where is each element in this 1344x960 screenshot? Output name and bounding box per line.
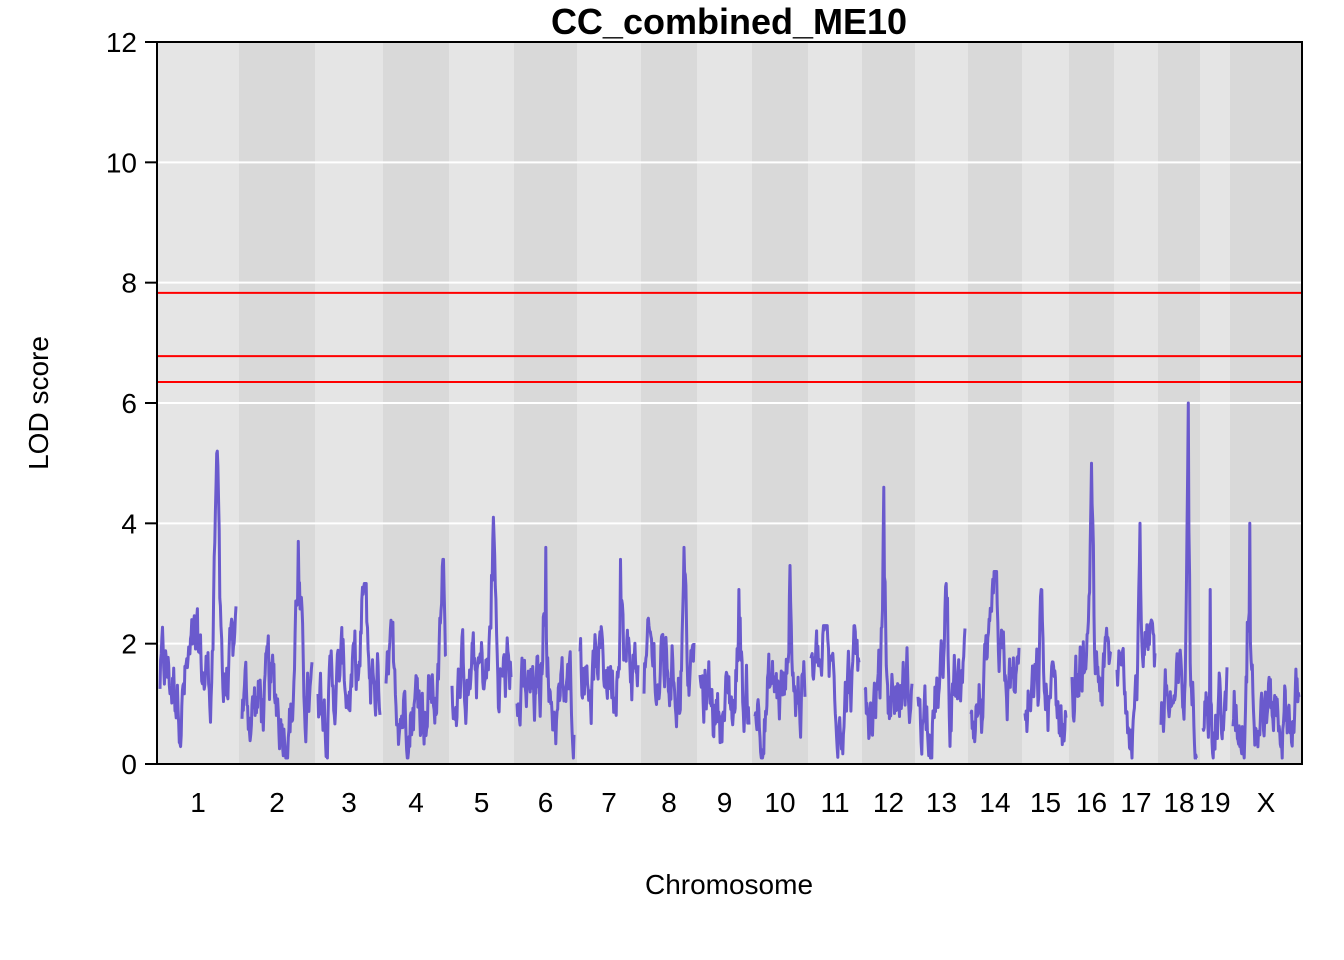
y-axis: 0 2 4 6 8 10 12 <box>106 27 157 780</box>
x-axis-label: Chromosome <box>645 869 813 900</box>
x-tick-label-chr-7: 7 <box>601 787 617 818</box>
lod-curve-chr-X <box>1231 521 1301 760</box>
lod-curve-chr-17 <box>1115 521 1157 760</box>
x-tick-label-chr-15: 15 <box>1030 787 1061 818</box>
threshold-lines <box>157 291 1302 383</box>
lod-curve-chr-8 <box>642 545 696 729</box>
x-tick-label-chr-17: 17 <box>1120 787 1151 818</box>
x-tick-label-chr-12: 12 <box>873 787 904 818</box>
x-tick-label-chr-13: 13 <box>926 787 957 818</box>
x-tick-label-chr-X: X <box>1257 787 1276 818</box>
y-tick-label-6: 6 <box>121 388 137 419</box>
x-tick-label-chr-1: 1 <box>190 787 206 818</box>
lod-curve-chr-2 <box>240 539 314 760</box>
lod-curve-chr-4 <box>384 557 448 760</box>
lod-curve-chr-13 <box>916 582 967 760</box>
lod-curve-chr-1 <box>158 449 238 749</box>
y-tick-label-2: 2 <box>121 629 137 660</box>
y-tick-label-4: 4 <box>121 508 137 539</box>
gridlines <box>157 161 1302 645</box>
x-tick-label-chr-9: 9 <box>717 787 733 818</box>
lod-curve-chr-6 <box>515 545 576 760</box>
y-tick-label-12: 12 <box>106 27 137 58</box>
x-tick-label-chr-18: 18 <box>1163 787 1194 818</box>
lod-curve-chr-14 <box>969 570 1021 744</box>
y-tick-label-10: 10 <box>106 147 137 178</box>
x-tick-label-chr-14: 14 <box>979 787 1010 818</box>
lod-curve-chr-11 <box>809 624 861 759</box>
x-axis: 1 2 3 4 5 6 7 8 9 10 11 12 13 14 15 16 17 18 19 X <box>190 787 1275 818</box>
lod-curve-chr-19 <box>1201 588 1229 760</box>
lod-curve-chr-3 <box>316 582 382 760</box>
lod-series <box>158 401 1301 760</box>
lod-curve-chr-18 <box>1159 401 1198 760</box>
chart-title: CC_combined_ME10 <box>551 1 907 42</box>
lod-curve-chr-7 <box>578 557 640 725</box>
x-tick-label-chr-4: 4 <box>408 787 424 818</box>
x-tick-label-chr-8: 8 <box>661 787 677 818</box>
y-tick-label-0: 0 <box>121 749 137 780</box>
x-tick-label-chr-2: 2 <box>269 787 285 818</box>
x-tick-label-chr-10: 10 <box>764 787 795 818</box>
x-tick-label-chr-19: 19 <box>1199 787 1230 818</box>
lod-curve-chr-9 <box>698 588 751 745</box>
lod-curve-chr-12 <box>863 485 914 740</box>
y-tick-label-8: 8 <box>121 268 137 299</box>
x-tick-label-chr-16: 16 <box>1076 787 1107 818</box>
x-tick-label-chr-6: 6 <box>538 787 554 818</box>
x-tick-label-chr-11: 11 <box>820 787 849 818</box>
lod-curve-chr-10 <box>753 564 807 760</box>
y-axis-label: LOD score <box>23 336 54 470</box>
lod-curve-chr-15 <box>1023 588 1068 747</box>
lod-curve-chr-16 <box>1070 461 1113 723</box>
lod-curve-chr-5 <box>450 515 513 728</box>
x-tick-label-chr-5: 5 <box>474 787 490 818</box>
x-tick-label-chr-3: 3 <box>341 787 357 818</box>
